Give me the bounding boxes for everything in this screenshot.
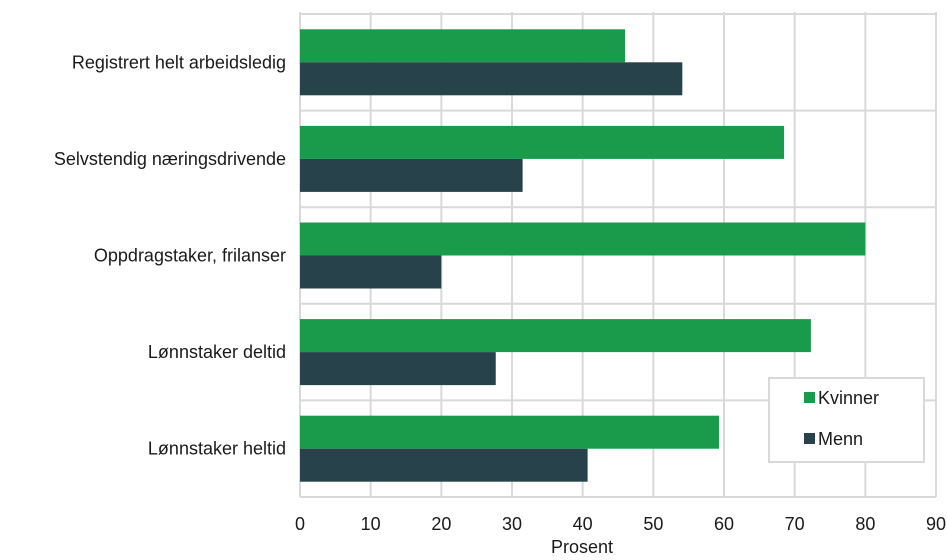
x-axis-ticks: 0 10 20 30 40 50 60 70 80 90 (295, 514, 946, 534)
x-axis-title: Prosent (551, 537, 613, 555)
x-tick-label: 0 (295, 514, 305, 534)
bar-menn-0 (300, 62, 683, 96)
legend-swatch-menn (804, 433, 815, 444)
category-label: Lønnstaker deltid (148, 342, 286, 362)
x-tick-label: 40 (573, 514, 593, 534)
x-tick-label: 20 (431, 514, 451, 534)
legend-label-kvinner: Kvinner (818, 388, 879, 408)
x-tick-label: 50 (643, 514, 663, 534)
x-tick-label: 30 (502, 514, 522, 534)
category-labels: Registrert helt arbeidsledig Selvstendig … (54, 52, 286, 458)
x-tick-label: 10 (361, 514, 381, 534)
bars (300, 29, 866, 482)
x-tick-label: 60 (714, 514, 734, 534)
bar-menn-3 (300, 352, 496, 386)
x-tick-label: 90 (926, 514, 946, 534)
category-label: Oppdragstaker, frilanser (94, 246, 286, 266)
bar-kvinner-0 (300, 29, 626, 63)
bar-menn-4 (300, 448, 588, 482)
legend-box (768, 377, 925, 463)
bar-kvinner-2 (300, 222, 866, 256)
legend-label-menn: Menn (818, 429, 863, 449)
x-tick-label: 80 (855, 514, 875, 534)
legend-swatch-kvinner (804, 392, 815, 403)
category-label: Selvstendig næringsdrivende (54, 149, 286, 169)
bar-kvinner-4 (300, 415, 720, 449)
category-label: Lønnstaker heltid (148, 439, 286, 459)
x-tick-label: 70 (785, 514, 805, 534)
legend: Kvinner Menn (768, 377, 925, 463)
bar-menn-2 (300, 255, 442, 289)
bar-kvinner-1 (300, 125, 785, 159)
bar-kvinner-3 (300, 319, 811, 353)
bar-menn-1 (300, 158, 523, 192)
category-label: Registrert helt arbeidsledig (72, 52, 286, 72)
